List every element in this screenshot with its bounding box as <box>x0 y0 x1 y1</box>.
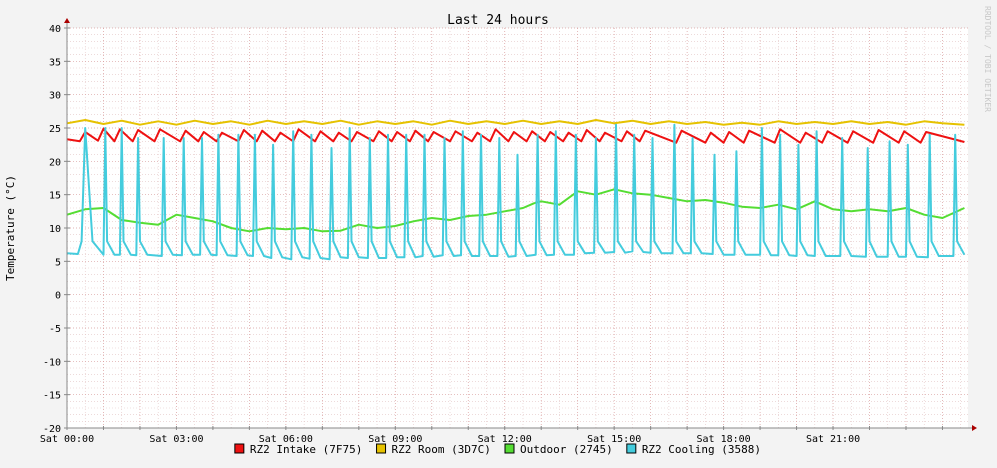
chart-title: Last 24 hours <box>447 13 549 28</box>
axes <box>64 18 977 431</box>
x-tick-label: Sat 15:00 <box>587 434 641 445</box>
y-axis-arrow <box>64 18 70 23</box>
series-line-1 <box>66 127 965 144</box>
legend-label: Outdoor (2745) <box>520 443 613 456</box>
legend-swatch <box>626 443 637 454</box>
legend-label: RZ2 Intake (7F75) <box>250 443 363 456</box>
x-tick-label: Sat 06:00 <box>259 434 313 445</box>
tick-labels: -20 -15 -10 -5 0 5 10 15 20 25 30 35 40 Sat 00:00 Sat … <box>40 24 860 445</box>
y-axis-label: Temperature (°C) <box>4 175 17 281</box>
y-tick-label: -5 <box>49 324 61 335</box>
y-tick-label: 15 <box>49 191 61 202</box>
x-tick-label: Sat 03:00 <box>149 434 203 445</box>
y-tick-label: 0 <box>55 291 61 302</box>
legend: RZ2 Intake (7F75) RZ2 Room (3D7C) Outdoor … <box>234 443 761 456</box>
y-tick-label: -20 <box>43 424 61 435</box>
legend-item-1: RZ2 Intake (7F75) <box>234 443 363 456</box>
legend-item-3: Outdoor (2745) <box>504 443 613 456</box>
legend-label: RZ2 Cooling (3588) <box>642 443 761 456</box>
x-axis-arrow <box>972 425 977 431</box>
y-tick-label: -10 <box>43 357 61 368</box>
series-layer <box>66 119 966 261</box>
series-line-4 <box>66 123 966 261</box>
legend-label: RZ2 Room (3D7C) <box>392 443 491 456</box>
x-tick-label: Sat 21:00 <box>806 434 860 445</box>
grid <box>67 27 968 429</box>
y-tick-label: -15 <box>43 391 61 402</box>
x-tick-label: Sat 00:00 <box>40 434 94 445</box>
legend-swatch <box>376 443 387 454</box>
x-tick-label: Sat 12:00 <box>478 434 532 445</box>
y-tick-label: 25 <box>49 124 61 135</box>
legend-swatch <box>504 443 515 454</box>
y-tick-label: 10 <box>49 224 61 235</box>
y-tick-label: 5 <box>55 257 61 268</box>
x-tick-label: Sat 18:00 <box>697 434 751 445</box>
legend-item-2: RZ2 Room (3D7C) <box>376 443 491 456</box>
watermark: RRDTOOL / TOBI OETIKER <box>983 6 992 112</box>
y-tick-label: 35 <box>49 57 61 68</box>
series-line-2 <box>66 119 965 126</box>
y-tick-label: 20 <box>49 157 61 168</box>
y-tick-label: 30 <box>49 91 61 102</box>
legend-swatch <box>234 443 245 454</box>
y-tick-label: 40 <box>49 24 61 35</box>
legend-item-4: RZ2 Cooling (3588) <box>626 443 761 456</box>
x-tick-label: Sat 09:00 <box>368 434 422 445</box>
